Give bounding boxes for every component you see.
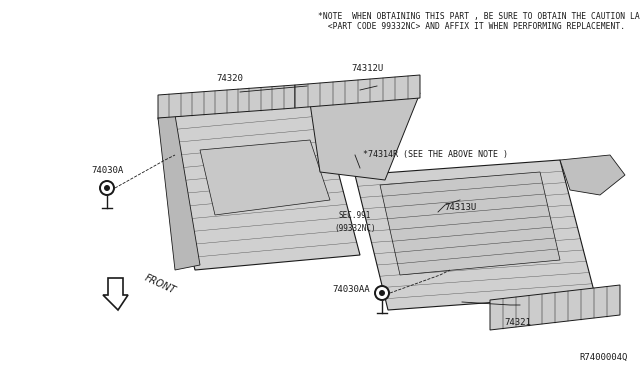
Polygon shape [103,278,128,310]
Circle shape [99,180,115,196]
Text: 74313U: 74313U [444,203,476,212]
Circle shape [104,185,110,191]
Text: (99332NC): (99332NC) [334,224,376,232]
Text: 74321: 74321 [504,318,531,327]
Text: 74320: 74320 [216,74,243,83]
Circle shape [376,287,388,299]
Polygon shape [310,93,420,180]
Polygon shape [490,285,620,330]
Polygon shape [158,103,360,270]
Text: R7400004Q: R7400004Q [580,353,628,362]
Text: 74030AA: 74030AA [332,285,370,295]
Polygon shape [560,155,625,195]
Polygon shape [200,140,330,215]
Polygon shape [158,85,295,118]
Text: FRONT: FRONT [143,272,177,296]
Text: 74030A: 74030A [91,166,123,175]
Text: *74314R (SEE THE ABOVE NOTE ): *74314R (SEE THE ABOVE NOTE ) [363,151,508,160]
Polygon shape [355,160,595,310]
Text: *NOTE  WHEN OBTAINING THIS PART , BE SURE TO OBTAIN THE CAUTION LABEL
  <PART CO: *NOTE WHEN OBTAINING THIS PART , BE SURE… [318,12,640,31]
Polygon shape [380,172,560,275]
Text: 74312U: 74312U [351,64,383,73]
Circle shape [101,182,113,194]
Circle shape [374,285,390,301]
Polygon shape [295,75,420,108]
Text: SEC.991: SEC.991 [339,211,371,219]
Polygon shape [158,115,200,270]
Circle shape [379,290,385,296]
